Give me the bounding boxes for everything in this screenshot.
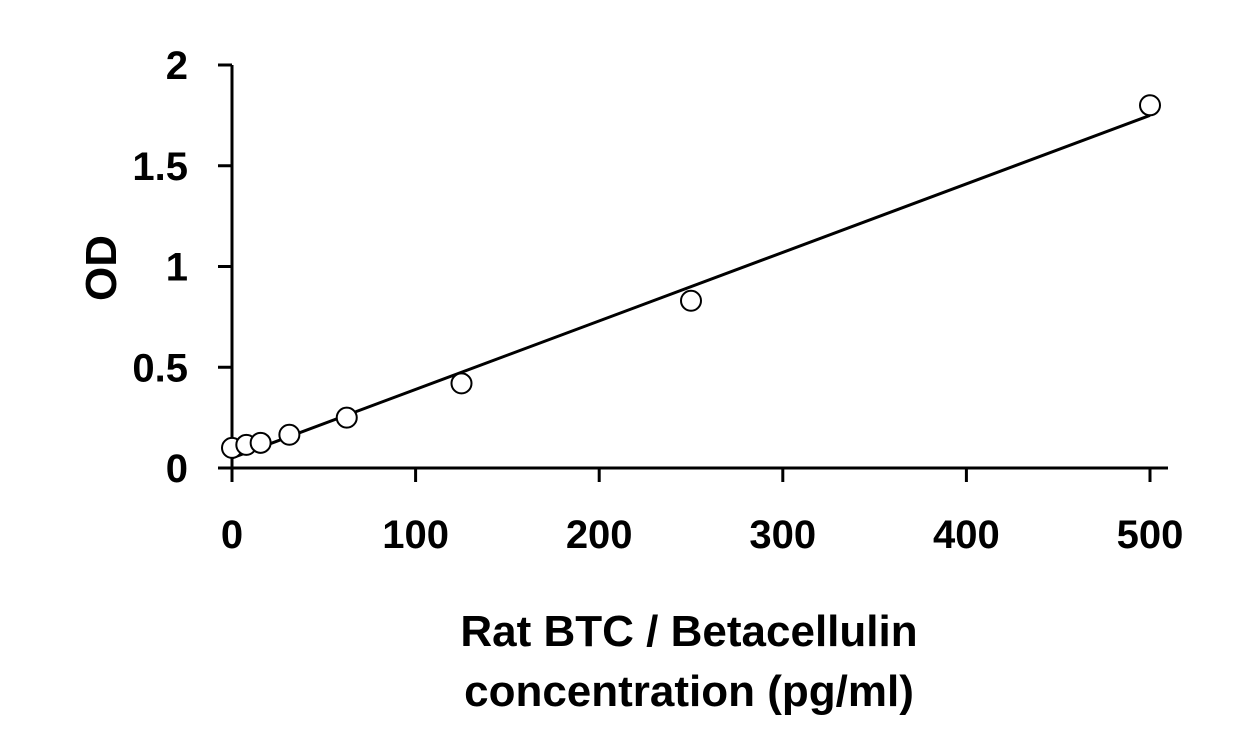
x-tick-label: 100 (382, 513, 449, 557)
x-tick-label: 400 (933, 513, 1000, 557)
x-tick-label: 200 (566, 513, 633, 557)
y-tick-label: 1 (166, 246, 188, 290)
axes (218, 63, 1168, 482)
x-axis-title-line-2: concentration (pg/ml) (464, 667, 914, 716)
data-point (278, 423, 301, 446)
data-point (450, 372, 473, 395)
trendline-group (231, 113, 1151, 460)
x-axis-title-line-1: Rat BTC / Betacellulin (460, 607, 917, 656)
y-axis-title: OD (77, 235, 126, 301)
trendline (231, 113, 1151, 460)
y-tick-label: 2 (166, 44, 188, 88)
x-tick-label: 0 (221, 513, 243, 557)
data-point (1139, 94, 1161, 117)
data-point (335, 406, 358, 429)
data-points (221, 94, 1161, 459)
y-tick-label: 0.5 (132, 346, 188, 390)
data-point (680, 289, 702, 312)
y-tick-label: 1.5 (132, 145, 188, 189)
x-tick-label: 500 (1117, 513, 1184, 557)
x-tick-label: 300 (749, 513, 816, 557)
data-point (249, 431, 272, 454)
tick-labels: 0 0.5 1 1.5 2 0 100 200 300 400 500 (132, 44, 1183, 557)
y-tick-label: 0 (166, 447, 188, 491)
